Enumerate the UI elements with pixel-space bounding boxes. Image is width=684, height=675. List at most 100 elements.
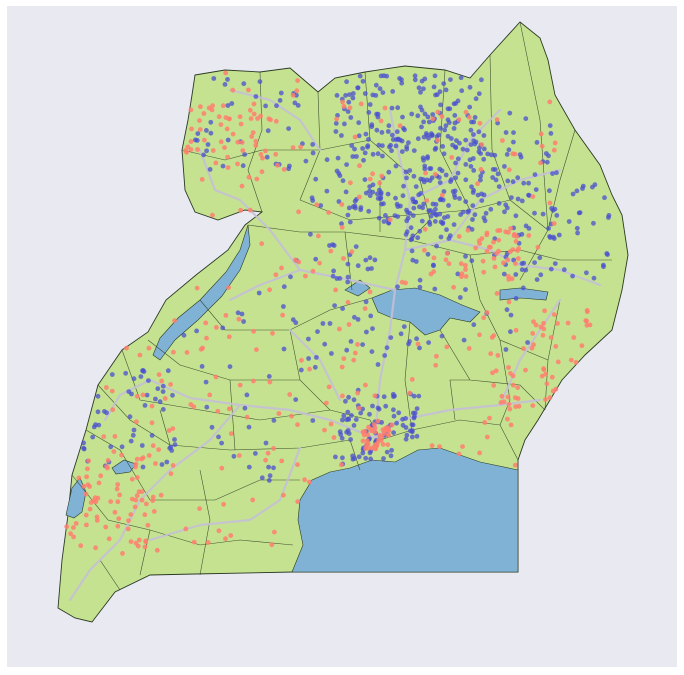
map-point-b [390, 89, 396, 94]
map-point-b [427, 166, 433, 172]
map-point-a [379, 173, 385, 179]
map-point-a [543, 371, 549, 377]
map-point-a [456, 234, 462, 239]
map-point-b [146, 378, 151, 383]
map-point-b [537, 255, 543, 261]
map-point-b [140, 464, 146, 470]
map-point-b [503, 347, 509, 352]
map-point-a [235, 161, 240, 167]
map-point-a [207, 392, 213, 398]
map-point-b [343, 398, 348, 404]
map-point-a [480, 258, 486, 264]
map-point-a [188, 147, 194, 152]
map-point-a [105, 458, 111, 463]
map-point-b [465, 209, 471, 215]
map-point-a [236, 453, 242, 458]
map-point-a [584, 309, 590, 315]
map-point-b [138, 374, 144, 379]
map-point-b [376, 142, 382, 148]
map-point-b [340, 455, 345, 461]
map-point-a [422, 226, 428, 232]
map-point-b [431, 263, 436, 269]
map-point-b [591, 275, 597, 281]
map-point-a [226, 285, 232, 290]
map-point-a [184, 350, 190, 355]
map-point-b [271, 418, 277, 423]
map-point-a [81, 483, 87, 489]
uganda-map [7, 6, 677, 667]
map-point-b [406, 341, 411, 347]
map-point-b [389, 148, 394, 154]
map-point-b [109, 372, 115, 377]
map-point-a [481, 315, 487, 321]
map-point-b [208, 130, 214, 136]
map-point-b [419, 218, 425, 224]
map-point-b [511, 257, 517, 263]
map-point-b [336, 199, 342, 204]
map-point-a [403, 280, 408, 286]
map-point-a [202, 137, 207, 143]
map-point-b [439, 168, 445, 174]
lake-kyoga-arm [499, 287, 549, 301]
map-point-a [153, 461, 158, 466]
map-point-b [172, 442, 178, 447]
map-point-b [363, 299, 369, 305]
map-point-b [292, 100, 298, 106]
map-point-b [414, 406, 420, 411]
map-point-a [115, 499, 121, 505]
map-point-a [295, 422, 300, 428]
map-point-b [404, 175, 409, 181]
map-point-b [267, 473, 273, 479]
map-point-b [225, 77, 230, 82]
map-point-a [367, 289, 373, 295]
map-point-a [477, 120, 483, 126]
map-point-b [479, 77, 484, 83]
map-point-a [151, 509, 157, 514]
map-point-b [358, 207, 364, 213]
map-point-a [479, 142, 485, 148]
map-point-b [410, 410, 416, 416]
map-point-a [238, 207, 244, 213]
map-point-b [502, 209, 507, 215]
map-point-a [508, 371, 513, 376]
map-point-a [498, 400, 504, 405]
map-point-a [114, 486, 120, 492]
map-point-a [133, 497, 139, 503]
map-point-a [298, 144, 303, 150]
map-point-b [199, 364, 205, 369]
map-point-a [237, 382, 243, 388]
map-point-b [481, 215, 487, 221]
map-point-a [530, 403, 536, 408]
map-point-b [390, 137, 396, 143]
map-point-b [407, 168, 413, 173]
map-point-b [327, 321, 333, 326]
map-point-b [351, 397, 357, 403]
map-point-b [95, 409, 101, 415]
map-point-b [360, 450, 366, 456]
map-point-b [427, 219, 432, 225]
map-point-b [478, 173, 484, 179]
map-point-a [136, 537, 142, 543]
map-point-a [250, 130, 256, 136]
map-point-b [434, 243, 439, 249]
map-point-b [508, 312, 514, 318]
map-point-a [224, 126, 230, 132]
map-point-a [341, 356, 347, 361]
map-point-b [495, 120, 500, 126]
map-point-a [473, 245, 479, 251]
map-point-b [413, 259, 419, 264]
map-point-a [505, 416, 510, 422]
map-point-b [314, 355, 319, 360]
map-point-b [320, 321, 326, 326]
map-point-b [194, 138, 200, 143]
map-point-b [370, 326, 375, 331]
map-point-b [266, 478, 272, 483]
map-point-b [207, 167, 213, 172]
map-point-b [377, 86, 383, 92]
map-point-b [409, 429, 415, 435]
map-point-b [445, 214, 451, 219]
map-point-b [345, 279, 351, 285]
map-point-b [369, 124, 375, 130]
map-point-a [351, 357, 357, 363]
map-point-a [491, 239, 496, 245]
